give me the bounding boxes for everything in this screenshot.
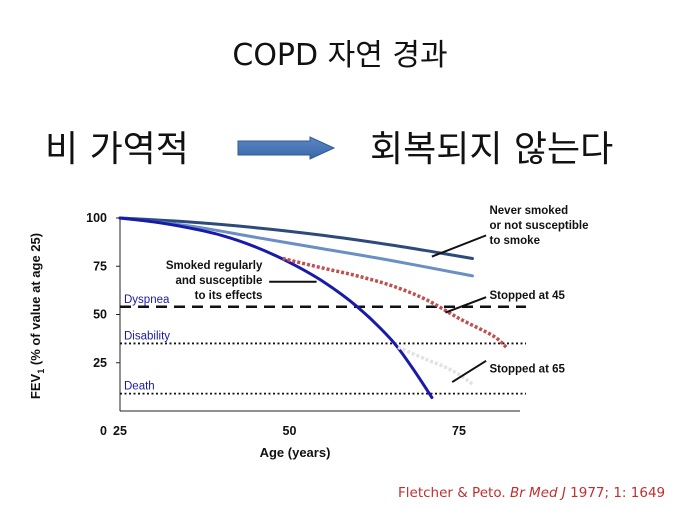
irreversible-text: 비 가역적 — [45, 129, 189, 170]
origin-tick-label: 0 — [100, 424, 107, 438]
right-arrow-icon — [237, 136, 336, 160]
annotation-text-never: Never smoked — [489, 205, 568, 217]
annotation-text-smoked: Smoked regularly — [166, 260, 263, 272]
y-axis-label: FEV1 (% of value at age 25) — [28, 233, 46, 399]
threshold-label-disability: Disability — [124, 330, 170, 342]
y-tick-label: 50 — [93, 308, 107, 322]
annotation-text-never: to smoke — [489, 235, 540, 247]
threshold-label-dyspnea: Dyspnea — [124, 294, 170, 306]
y-tick-label: 75 — [93, 259, 107, 273]
series-line-never-smoked — [118, 216, 474, 260]
x-tick-label: 75 — [452, 424, 466, 438]
annotation-text-smoked: and susceptible — [175, 275, 262, 287]
annotation-leader-stop65 — [451, 359, 487, 383]
annotation-text-stop65: Stopped at 65 — [489, 363, 565, 375]
y-tick-label: 100 — [86, 211, 107, 225]
x-axis-label: Age (years) — [260, 445, 331, 460]
fev1-decline-chart: 25 50 75 100 25 50 75 0 Dyspnea Disability Death Ne… — [28, 205, 589, 460]
y-tick-label: 25 — [93, 356, 107, 370]
annotation-leader-stop45 — [445, 296, 487, 314]
annotation-text-smoked: to its effects — [195, 290, 263, 302]
citation: Fletcher & Peto. Br Med J 1977; 1: 1649 — [398, 485, 666, 501]
threshold-label-death: Death — [124, 381, 155, 393]
slide-title: COPD 자연 경과 — [232, 38, 448, 73]
x-tick-label: 25 — [113, 424, 127, 438]
annotation-text-never: or not susceptible — [489, 220, 588, 232]
x-tick-label: 50 — [283, 424, 297, 438]
not-recoverable-text: 회복되지 않는다 — [370, 129, 614, 170]
series-line-stopped65 — [397, 345, 474, 386]
annotation-text-stop45: Stopped at 45 — [489, 290, 565, 302]
series-line-not-susceptible — [118, 216, 474, 278]
annotation-leader-never — [431, 234, 487, 258]
series-line-stopped45 — [282, 256, 508, 349]
